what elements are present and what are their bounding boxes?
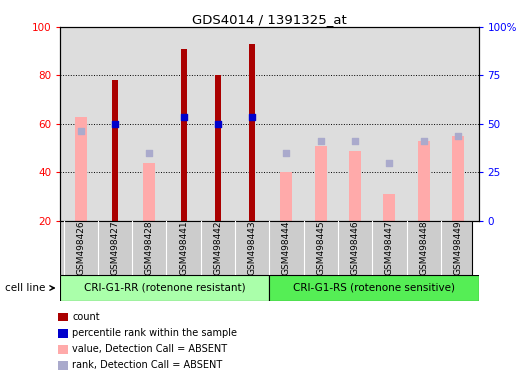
Bar (112, 80, 118, 221)
Bar (249, 44, 255, 221)
Text: GSM498442: GSM498442 (213, 220, 222, 275)
Bar (349, 151, 361, 221)
Bar (180, 49, 187, 221)
Bar (215, 75, 221, 221)
Text: GSM498426: GSM498426 (76, 220, 85, 275)
Bar (315, 146, 327, 221)
Text: GSM498448: GSM498448 (419, 220, 428, 275)
Point (454, 133, 462, 139)
Point (145, 150, 153, 156)
Text: rank, Detection Call = ABSENT: rank, Detection Call = ABSENT (72, 360, 222, 370)
Text: GSM498445: GSM498445 (316, 220, 325, 275)
Point (419, 138, 428, 144)
Text: GSM498443: GSM498443 (248, 220, 257, 275)
Text: GSM498449: GSM498449 (453, 220, 462, 275)
Bar (75, 117, 87, 221)
Text: count: count (72, 312, 100, 322)
Point (111, 121, 119, 127)
Bar (418, 141, 430, 221)
Point (214, 121, 222, 127)
Bar (452, 136, 464, 221)
Text: GSM498446: GSM498446 (350, 220, 360, 275)
Text: GSM498441: GSM498441 (179, 220, 188, 275)
Point (179, 114, 188, 120)
Point (76, 128, 85, 134)
Text: CRI-G1-RR (rotenone resistant): CRI-G1-RR (rotenone resistant) (84, 283, 246, 293)
Point (385, 160, 394, 166)
Bar (383, 194, 395, 221)
Text: GSM498444: GSM498444 (282, 220, 291, 275)
Bar (60, 275, 269, 301)
Text: CRI-G1-RS (rotenone sensitive): CRI-G1-RS (rotenone sensitive) (293, 283, 455, 293)
Text: percentile rank within the sample: percentile rank within the sample (72, 328, 237, 338)
Point (282, 150, 291, 156)
Bar (280, 172, 292, 221)
Title: GDS4014 / 1391325_at: GDS4014 / 1391325_at (192, 13, 347, 26)
Bar (143, 163, 155, 221)
Text: GSM498428: GSM498428 (145, 220, 154, 275)
Point (351, 138, 359, 144)
Bar (269, 275, 479, 301)
Text: value, Detection Call = ABSENT: value, Detection Call = ABSENT (72, 344, 228, 354)
Point (316, 138, 325, 144)
Text: GSM498427: GSM498427 (110, 220, 120, 275)
Point (248, 114, 256, 120)
Text: cell line: cell line (5, 283, 46, 293)
Text: GSM498447: GSM498447 (385, 220, 394, 275)
